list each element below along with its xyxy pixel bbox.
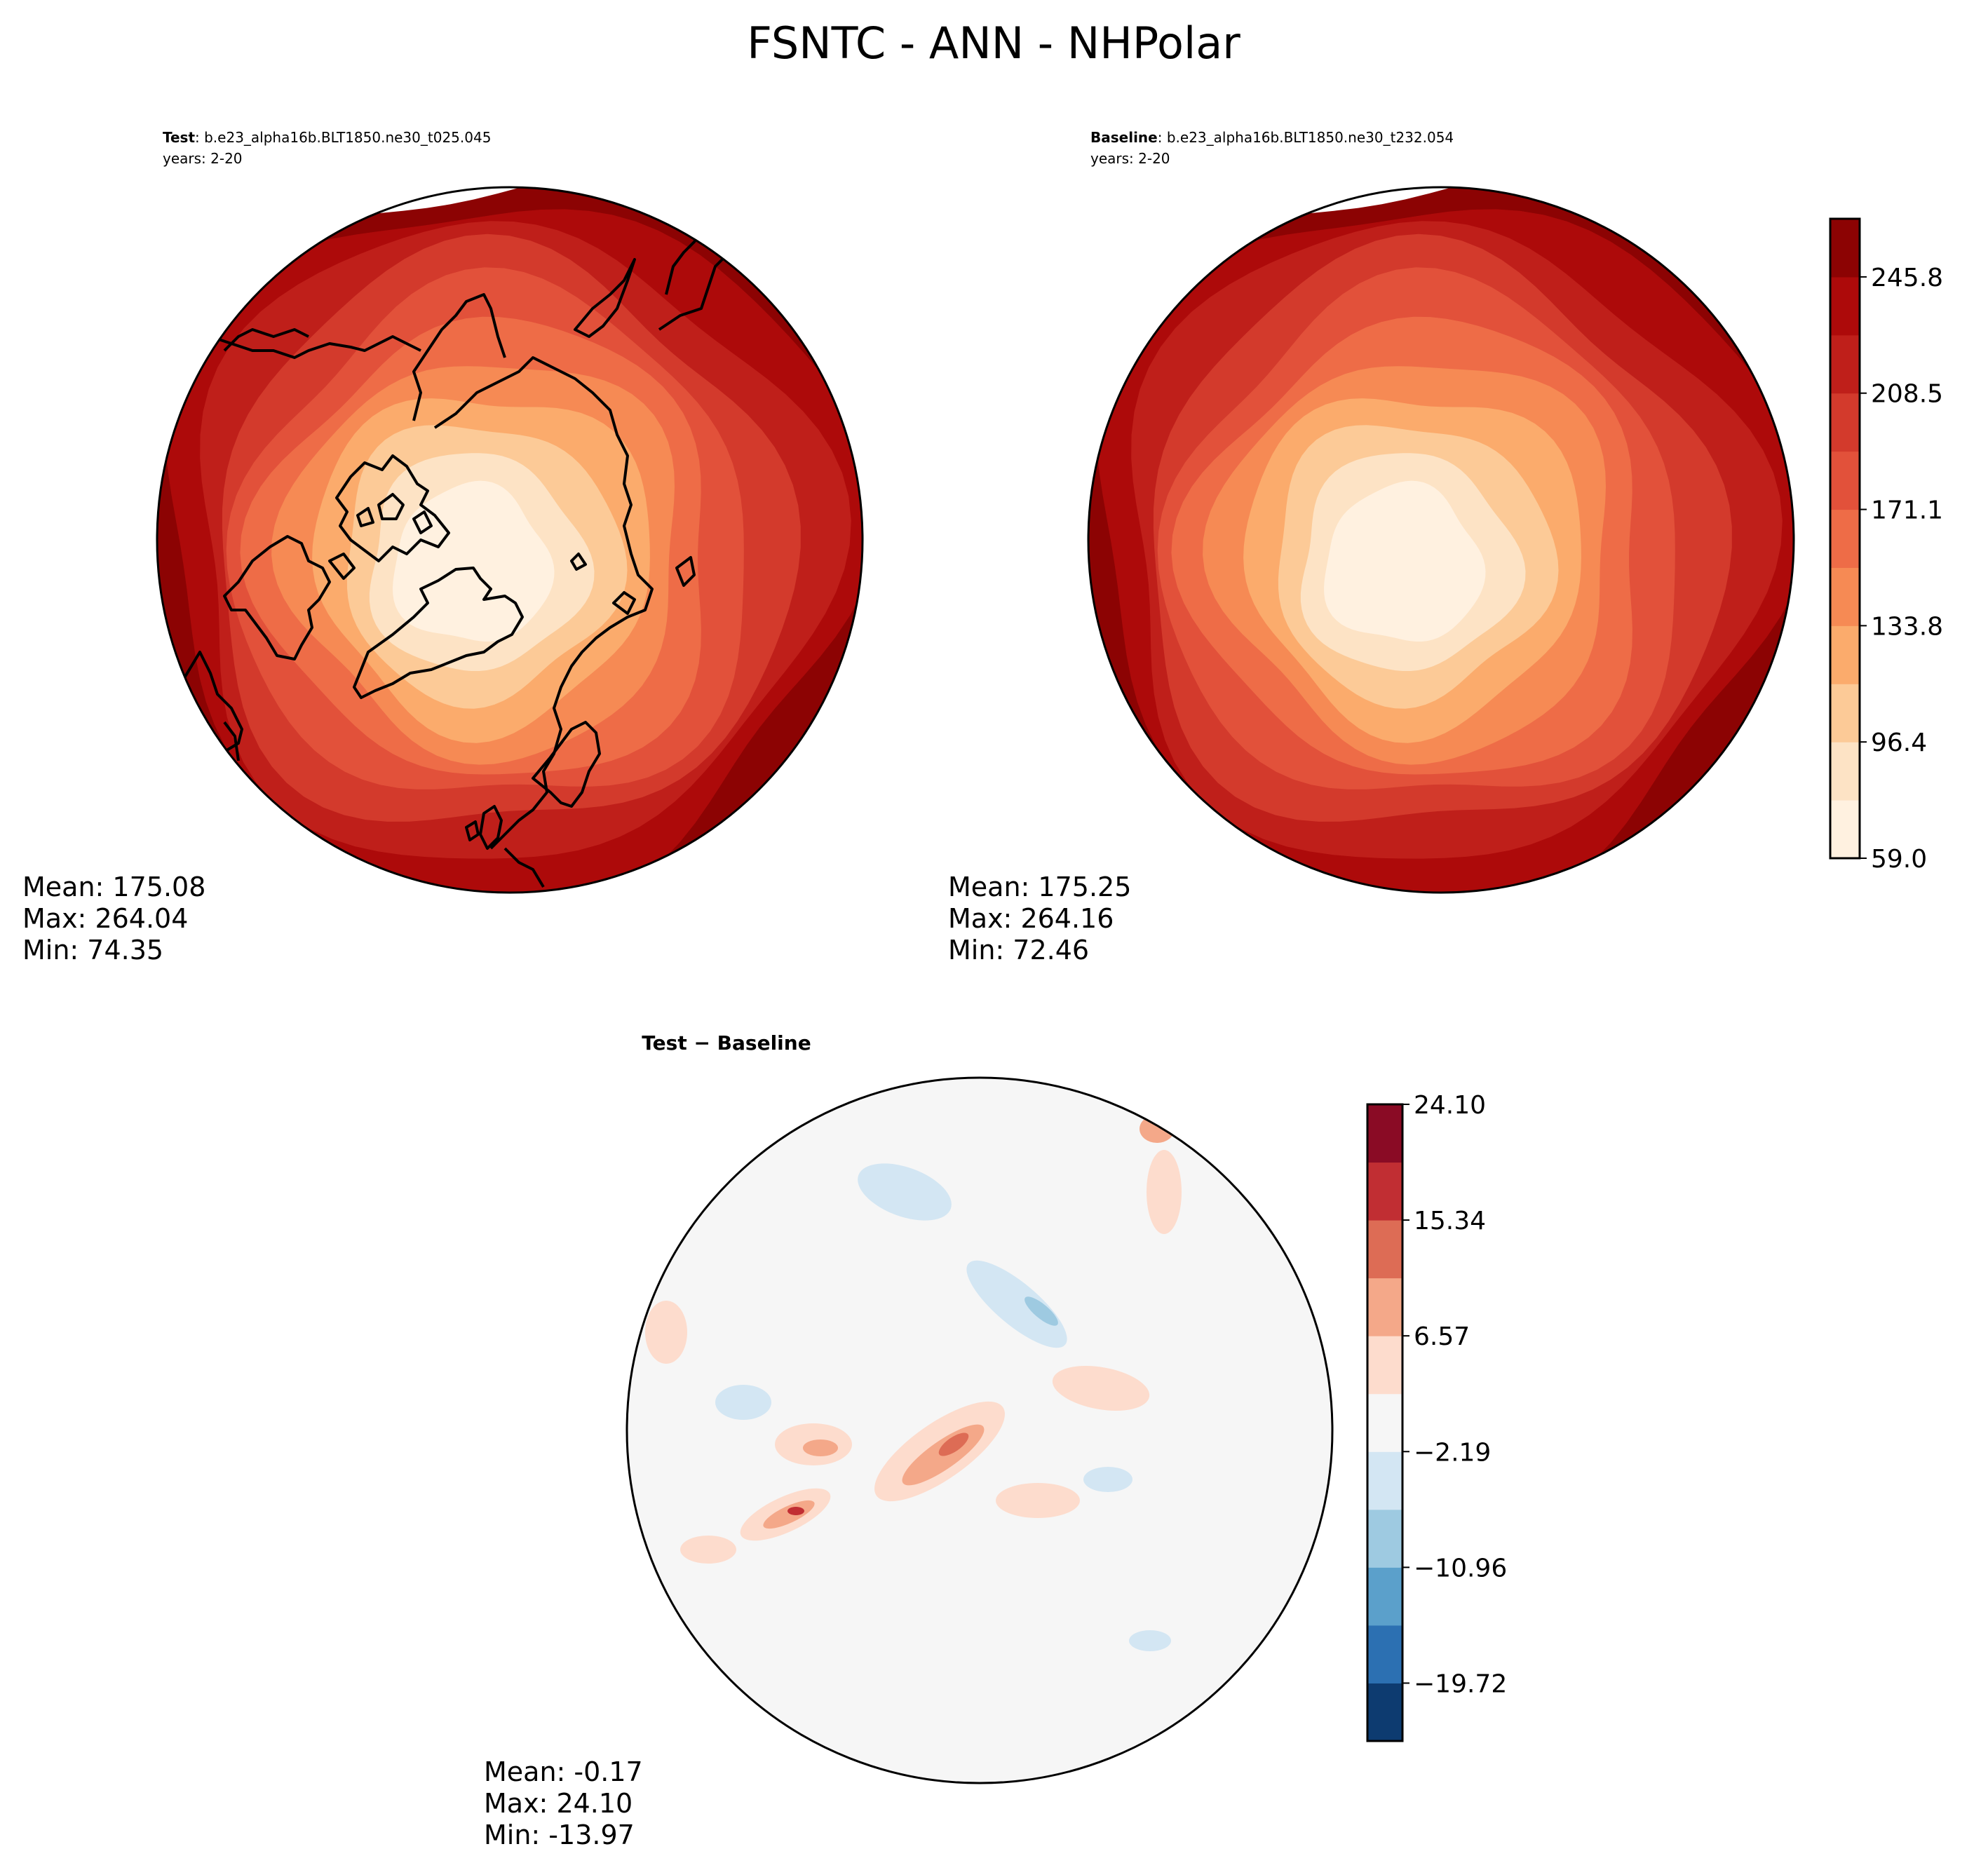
- main-colorbar-frame: [1829, 217, 1861, 860]
- test-min: Min: 74.35: [22, 935, 163, 966]
- main-colorbar-segment: [1830, 567, 1860, 626]
- diff-anomaly-12: [645, 1301, 687, 1364]
- diff-colorbar-segment: [1367, 1393, 1402, 1452]
- test-years: years: 2-20: [163, 150, 243, 167]
- baseline-field-contours: [1088, 187, 1794, 893]
- baseline-map: [1087, 186, 1795, 894]
- baseline-min: Min: 72.46: [948, 935, 1089, 966]
- main-colorbar-label: 245.8: [1871, 264, 1943, 292]
- diff-min: Min: -13.97: [484, 1820, 635, 1850]
- diff-colorbar-label: −19.72: [1414, 1669, 1507, 1698]
- main-colorbar-label: 59.0: [1871, 845, 1927, 874]
- diff-anomaly-5: [787, 1507, 804, 1515]
- diff-anomaly-4: [763, 1500, 815, 1529]
- main-colorbar-segment: [1830, 219, 1860, 278]
- diff-map: [626, 1076, 1334, 1784]
- diff-colorbar-segment: [1367, 1162, 1402, 1221]
- diff-colorbar-label: 6.57: [1414, 1322, 1470, 1351]
- baseline-label: Baseline: [1090, 129, 1158, 146]
- baseline-years: years: 2-20: [1090, 150, 1170, 167]
- diff-anomaly-2: [938, 1432, 969, 1456]
- main-colorbar-segment: [1830, 742, 1860, 801]
- test-label: Test: [163, 129, 195, 146]
- test-mean: Mean: 175.08: [22, 872, 205, 902]
- main-colorbar-segment: [1830, 334, 1860, 394]
- main-colorbar-segment: [1830, 393, 1860, 452]
- main-colorbar-segment: [1830, 451, 1860, 510]
- diff-mean: Mean: -0.17: [484, 1756, 643, 1787]
- main-colorbar-label: 133.8: [1871, 612, 1943, 641]
- diff-anomaly-7: [803, 1439, 838, 1456]
- diff-colorbar-label: −10.96: [1414, 1554, 1507, 1583]
- diff-anomaly-15: [966, 1260, 1067, 1348]
- main-colorbar-label: 96.4: [1871, 729, 1927, 757]
- main-colorbar-label: 171.1: [1871, 496, 1943, 525]
- diff-colorbar-segment: [1367, 1336, 1402, 1395]
- baseline-mean: Mean: 175.25: [948, 872, 1131, 902]
- main-colorbar-segment: [1830, 800, 1860, 859]
- diff-colorbar-segment: [1367, 1683, 1402, 1742]
- diff-colorbar-label: −2.19: [1414, 1438, 1491, 1467]
- main-colorbar-label: 208.5: [1871, 380, 1943, 409]
- figure-title: FSNTC - ANN - NHPolar: [747, 18, 1240, 69]
- diff-anomaly-9: [996, 1483, 1080, 1518]
- diff-colorbar-segment: [1367, 1451, 1402, 1510]
- baseline-case-name: : b.e23_alpha16b.BLT1850.ne30_t232.054: [1158, 129, 1454, 146]
- diff-panel-title: Test − Baseline: [642, 1031, 811, 1055]
- test-field-contours: [157, 187, 863, 893]
- diff-colorbar: 24.10 15.34 6.57 −2.19 −10.96 −19.72: [1366, 1091, 1507, 1742]
- test-panel-title: Test: b.e23_alpha16b.BLT1850.ne30_t025.0…: [163, 129, 491, 146]
- test-case-name: : b.e23_alpha16b.BLT1850.ne30_t025.045: [195, 129, 491, 146]
- diff-anomaly-17: [715, 1385, 771, 1420]
- main-colorbar-segment: [1830, 509, 1860, 568]
- diff-max: Max: 24.10: [484, 1788, 633, 1819]
- diff-anomaly-18: [1083, 1467, 1132, 1492]
- baseline-panel-title: Baseline: b.e23_alpha16b.BLT1850.ne30_t2…: [1090, 129, 1454, 146]
- baseline-max: Max: 264.16: [948, 903, 1114, 934]
- main-colorbar-segment: [1830, 684, 1860, 743]
- diff-colorbar-segment: [1367, 1278, 1402, 1336]
- diff-colorbar-frame: [1366, 1103, 1404, 1742]
- diff-map-boundary: [626, 1076, 1334, 1784]
- fieldB-band-0: [1324, 480, 1486, 642]
- diff-field-anomalies: [645, 1115, 1182, 1651]
- diff-anomaly-16: [1025, 1296, 1058, 1326]
- diff-colorbar-segment: [1367, 1509, 1402, 1568]
- diff-anomaly-11: [1147, 1150, 1182, 1234]
- diff-colorbar-label: 24.10: [1414, 1091, 1486, 1120]
- test-max: Max: 264.04: [22, 903, 188, 934]
- test-map: [156, 186, 864, 894]
- diff-colorbar-label: 15.34: [1414, 1207, 1486, 1235]
- diff-colorbar-segment: [1367, 1104, 1402, 1163]
- diff-anomaly-14: [858, 1163, 952, 1221]
- diff-anomaly-13: [1052, 1366, 1150, 1411]
- diff-anomaly-8: [680, 1536, 736, 1564]
- diff-colorbar-segment: [1367, 1220, 1402, 1279]
- diff-colorbar-segment: [1367, 1625, 1402, 1683]
- diff-colorbar-segment: [1367, 1567, 1402, 1626]
- baseline-map-boundary: [1087, 186, 1795, 894]
- main-colorbar-segment: [1830, 276, 1860, 336]
- diff-anomaly-19: [1129, 1630, 1171, 1651]
- main-colorbar: 59.0 96.4 133.8 171.1 208.5 245.8: [1829, 217, 1943, 874]
- test-map-boundary: [156, 186, 864, 894]
- main-colorbar-segment: [1830, 625, 1860, 684]
